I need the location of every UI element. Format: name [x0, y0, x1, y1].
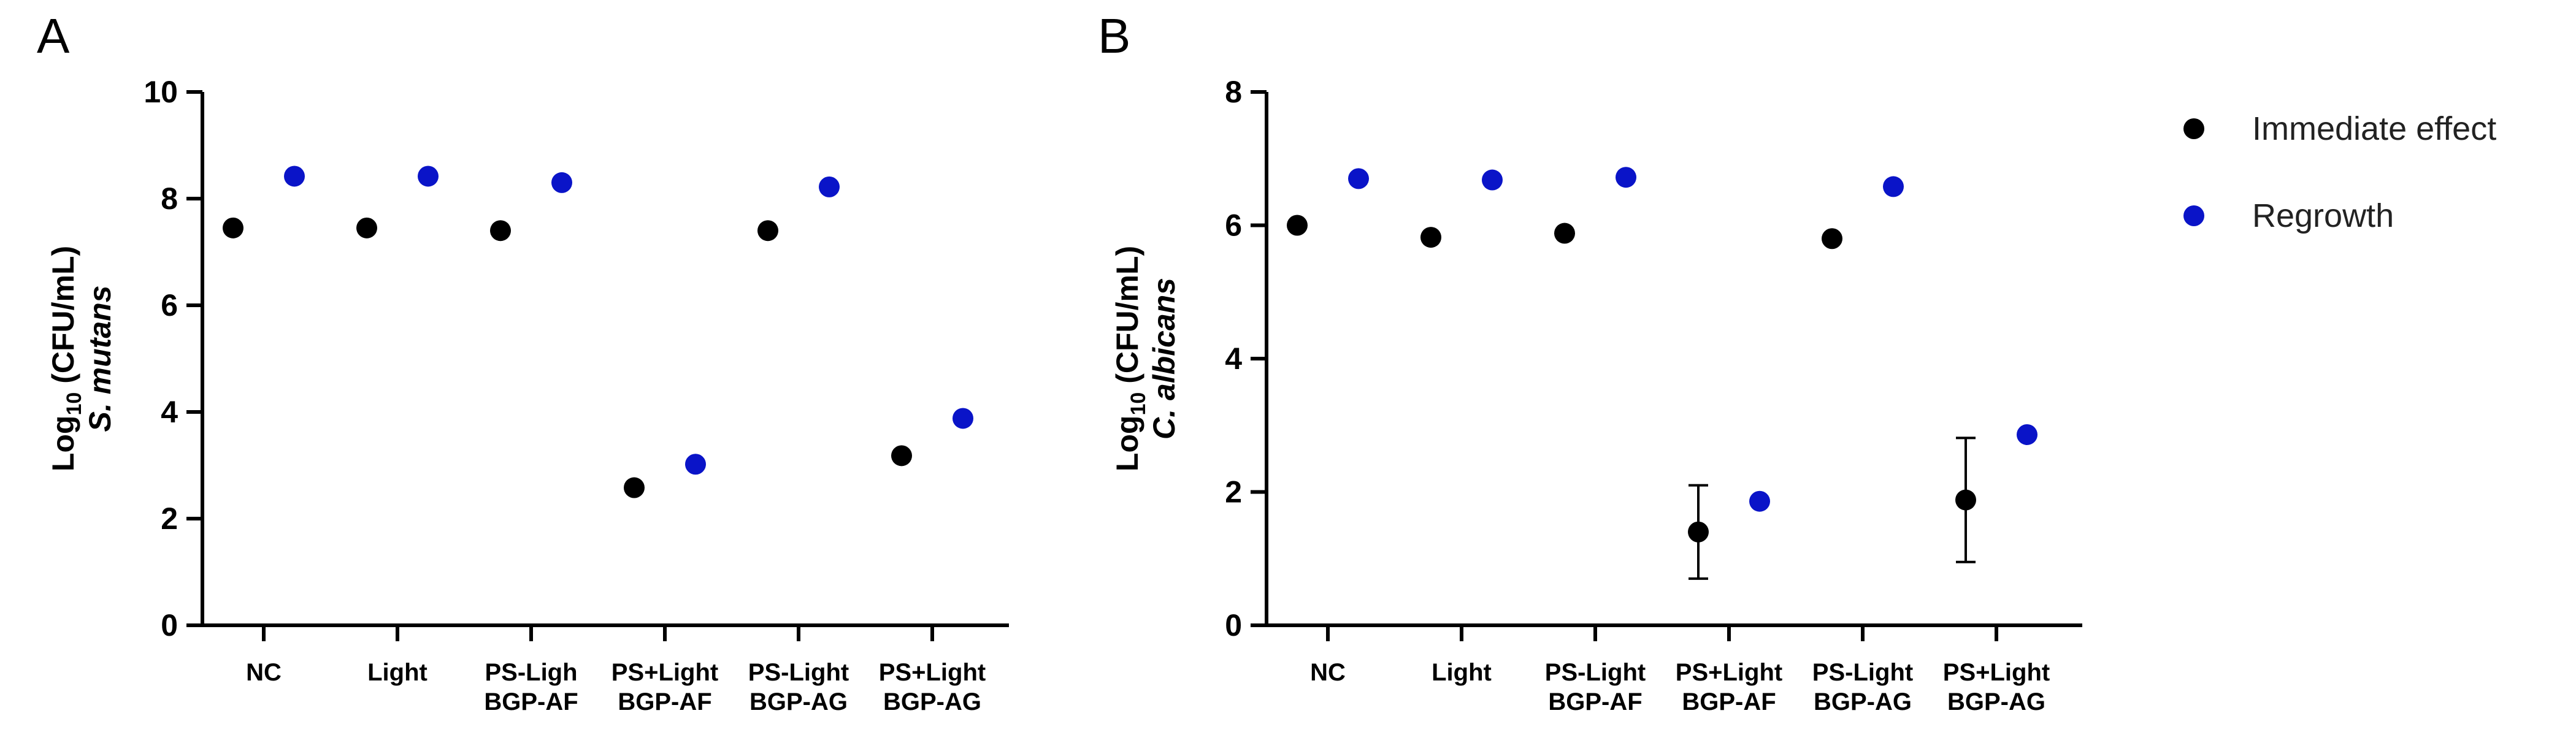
b-point-regrowth: [1749, 490, 1770, 512]
a-x-tick-label: Light: [367, 659, 427, 686]
a-point-immediate: [757, 220, 778, 242]
b-point-immediate: [1420, 227, 1441, 248]
b-y-axis-label-organism: C. albicans: [1147, 278, 1181, 440]
legend-marker-immediate: [2183, 118, 2204, 139]
a-point-immediate: [891, 445, 912, 467]
b-y-tick-label: 0: [1225, 608, 1242, 642]
b-y-axis-label-log: Log: [1110, 416, 1144, 472]
b-x-tick-label-line: BGP-AF: [1682, 688, 1776, 715]
a-x-tick-label: PS+Light BGP-AF: [611, 659, 718, 715]
a-point-regrowth: [819, 176, 840, 197]
b-point-regrowth: [2017, 424, 2037, 445]
a-y-tick-label: 6: [161, 288, 178, 322]
b-point-immediate: [1688, 521, 1709, 543]
a-point-immediate: [490, 220, 511, 242]
a-point-regrowth: [551, 172, 572, 193]
b-x-tick-label-line: PS-Light: [1545, 659, 1646, 686]
a-y-tick-label: 4: [161, 395, 178, 429]
a-y-axis-label-log: Log: [46, 416, 80, 472]
b-x-tick-label-line: PS+Light: [1676, 659, 1782, 686]
a-point-regrowth: [418, 166, 439, 187]
b-point-immediate: [1287, 215, 1308, 236]
a-point-immediate: [356, 217, 377, 238]
a-y-tick-label: 2: [161, 501, 178, 536]
a-x-tick-label: PS+Light BGP-AG: [879, 659, 986, 715]
b-y-tick-label: 4: [1225, 341, 1242, 376]
a-y-axis-label-units: (CFU/mL): [46, 246, 80, 392]
b-x-tick-label-line: BGP-AG: [1814, 688, 1912, 715]
a-point-regrowth: [685, 454, 706, 475]
b-x-tick-label: PS+Light BGP-AF: [1676, 659, 1782, 715]
a-x-tick-label-line: PS+Light: [879, 659, 986, 686]
a-y-axis-label-subscript: 10: [63, 392, 86, 416]
a-x-tick-label: PS-Ligh BGP-AF: [484, 659, 578, 715]
legend-marker-regrowth: [2183, 205, 2204, 226]
a-x-tick-label: NC: [246, 659, 282, 686]
b-x-tick-label: PS-Light BGP-AG: [1812, 659, 1913, 715]
b-x-tick-label-line: BGP-AF: [1548, 688, 1642, 715]
panel-b-letter: B: [1098, 9, 1130, 63]
b-point-regrowth: [1482, 169, 1503, 191]
legend-label-immediate: Immediate effect: [2252, 110, 2497, 147]
b-y-tick-label: 6: [1225, 208, 1242, 243]
a-x-tick-label-line: BGP-AF: [618, 688, 711, 715]
a-x-tick-label-line: PS-Ligh: [485, 659, 577, 686]
a-x-tick-label-line: BGP-AG: [749, 688, 848, 715]
b-x-tick-label: PS-Light BGP-AF: [1545, 659, 1646, 715]
a-y-tick-label: 0: [161, 608, 178, 642]
b-point-regrowth: [1348, 168, 1369, 189]
legend-item-regrowth: Regrowth: [2183, 185, 2564, 246]
a-x-tick-label-line: NC: [246, 659, 282, 686]
a-point-regrowth: [284, 166, 305, 187]
a-x-tick-label-line: BGP-AF: [484, 688, 578, 715]
b-point-immediate: [1822, 228, 1842, 250]
a-x-tick-label-line: PS+Light: [611, 659, 718, 686]
a-x-tick-label-line: BGP-AG: [883, 688, 981, 715]
b-point-immediate: [1554, 223, 1575, 244]
a-x-tick-label-line: Light: [367, 659, 427, 686]
a-y-tick-label: 8: [161, 181, 178, 216]
b-x-tick-label-line: NC: [1310, 659, 1346, 686]
b-x-tick-label-line: PS-Light: [1812, 659, 1913, 686]
b-y-tick-label: 8: [1225, 75, 1242, 109]
b-point-regrowth: [1883, 176, 1904, 197]
b-y-axis-label-subscript: 10: [1127, 392, 1150, 416]
legend-item-immediate: Immediate effect: [2183, 98, 2564, 159]
a-point-immediate: [223, 217, 243, 238]
b-x-tick-label-line: Light: [1432, 659, 1492, 686]
b-x-tick-label: NC: [1310, 659, 1346, 686]
b-x-tick-label-line: BGP-AG: [1947, 688, 2045, 715]
b-point-regrowth: [1616, 167, 1636, 188]
b-x-tick-label: Light: [1432, 659, 1492, 686]
a-point-immediate: [624, 477, 645, 498]
legend-label-regrowth: Regrowth: [2252, 197, 2394, 234]
panel-a-letter: A: [37, 9, 70, 63]
b-y-tick-label: 2: [1225, 475, 1242, 509]
a-y-axis-label: Log10 (CFU/mL)S. mutans: [46, 246, 117, 471]
b-x-tick-label-line: PS+Light: [1943, 659, 2050, 686]
a-point-regrowth: [953, 408, 973, 429]
b-point-immediate: [1955, 489, 1976, 511]
a-y-axis-label-organism: S. mutans: [83, 286, 117, 432]
a-x-tick-label: PS-Light BGP-AG: [748, 659, 849, 715]
a-x-tick-label-line: PS-Light: [748, 659, 849, 686]
a-y-tick-label: 10: [144, 75, 178, 109]
b-y-axis-label: Log10 (CFU/mL)C. albicans: [1110, 246, 1181, 471]
legend: Immediate effect Regrowth: [2183, 98, 2564, 272]
b-x-tick-label: PS+Light BGP-AG: [1943, 659, 2050, 715]
b-y-axis-label-units: (CFU/mL): [1110, 246, 1144, 392]
